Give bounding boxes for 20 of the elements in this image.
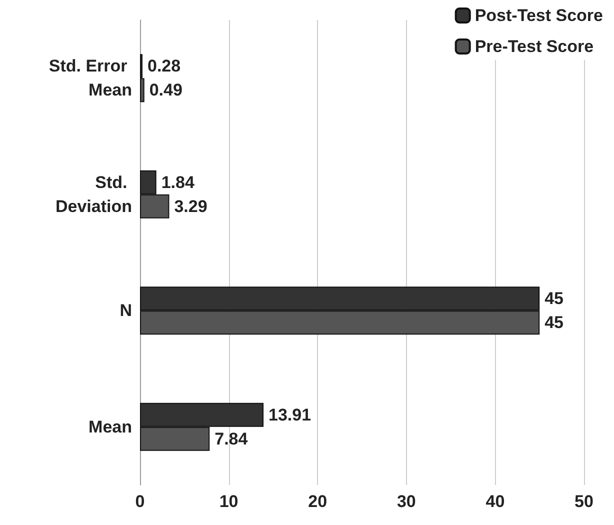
data-label: 0.28	[147, 56, 181, 76]
x-tick-label: 50	[574, 492, 594, 511]
y-tick-label: Std. Error Mean	[48, 56, 132, 100]
data-label: 13.91	[268, 405, 312, 424]
x-tick-label: 0	[135, 492, 145, 511]
data-label: 7.84	[214, 429, 248, 448]
legend-label: Pre-Test Score	[474, 37, 594, 56]
x-tick-label: 20	[308, 492, 328, 511]
y-tick-label: N	[120, 301, 132, 320]
data-label: 45	[544, 313, 564, 332]
x-tick-label: 40	[486, 492, 505, 511]
data-label: 45	[544, 289, 564, 308]
y-tick-label: Std. Deviation	[55, 172, 132, 216]
legend-label: Post-Test Score	[474, 6, 604, 25]
x-tick-label: 10	[219, 492, 238, 511]
y-tick-label: Mean	[88, 417, 132, 436]
x-tick-label: 30	[396, 492, 416, 511]
data-label: 3.29	[174, 196, 208, 216]
data-label: 0.49	[149, 80, 182, 100]
data-label: 1.84	[161, 172, 195, 192]
